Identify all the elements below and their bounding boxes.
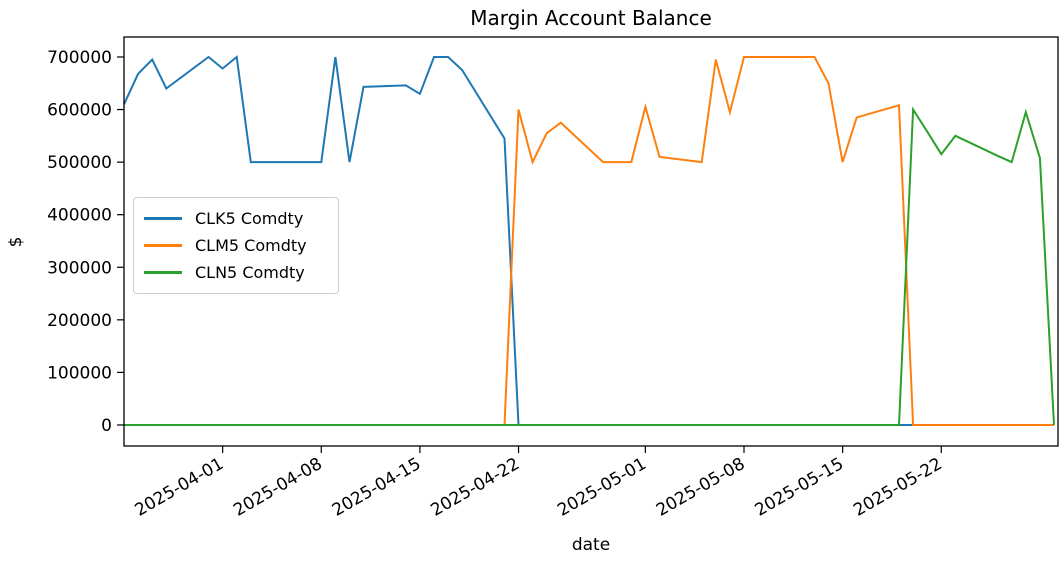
y-tick-label: 100000 bbox=[47, 363, 112, 383]
y-tick-label: 400000 bbox=[47, 206, 112, 226]
x-tick-label: 2025-05-08 bbox=[653, 454, 749, 521]
y-tick-label: 500000 bbox=[47, 153, 112, 173]
legend-label-clk5: CLK5 Comdty bbox=[195, 209, 304, 228]
y-tick-label: 600000 bbox=[47, 101, 112, 121]
y-tick-label: 200000 bbox=[47, 311, 112, 331]
clk5-line-swatch bbox=[144, 217, 182, 220]
chart-title: Margin Account Balance bbox=[470, 6, 712, 30]
series-line-cln5 bbox=[124, 106, 1055, 426]
legend-item-clk5: CLK5 Comdty bbox=[144, 205, 326, 232]
x-axis-label: date bbox=[571, 535, 611, 555]
y-tick-label: 300000 bbox=[47, 258, 112, 278]
legend-label-cln5: CLN5 Comdty bbox=[195, 263, 305, 282]
legend-item-cln5: CLN5 Comdty bbox=[144, 259, 326, 286]
x-tick-label: 2025-05-15 bbox=[752, 454, 848, 521]
x-tick-label: 2025-04-15 bbox=[329, 454, 425, 521]
legend: CLK5 Comdty CLM5 Comdty CLN5 Comdty bbox=[133, 197, 339, 294]
x-tick-label: 2025-05-22 bbox=[850, 454, 946, 521]
x-tick-label: 2025-04-08 bbox=[230, 454, 326, 521]
cln5-line-swatch bbox=[144, 271, 182, 274]
legend-item-clm5: CLM5 Comdty bbox=[144, 232, 326, 259]
clm5-line-swatch bbox=[144, 244, 182, 247]
y-tick-label: 0 bbox=[101, 416, 112, 436]
x-tick-label: 2025-05-01 bbox=[554, 454, 650, 521]
x-tick-label: 2025-04-01 bbox=[132, 454, 228, 521]
plot-border bbox=[123, 36, 1059, 447]
y-tick-label: 700000 bbox=[47, 48, 112, 68]
y-axis-label: $ bbox=[6, 236, 26, 248]
legend-label-clm5: CLM5 Comdty bbox=[195, 236, 307, 255]
x-tick-label: 2025-04-22 bbox=[427, 454, 523, 521]
